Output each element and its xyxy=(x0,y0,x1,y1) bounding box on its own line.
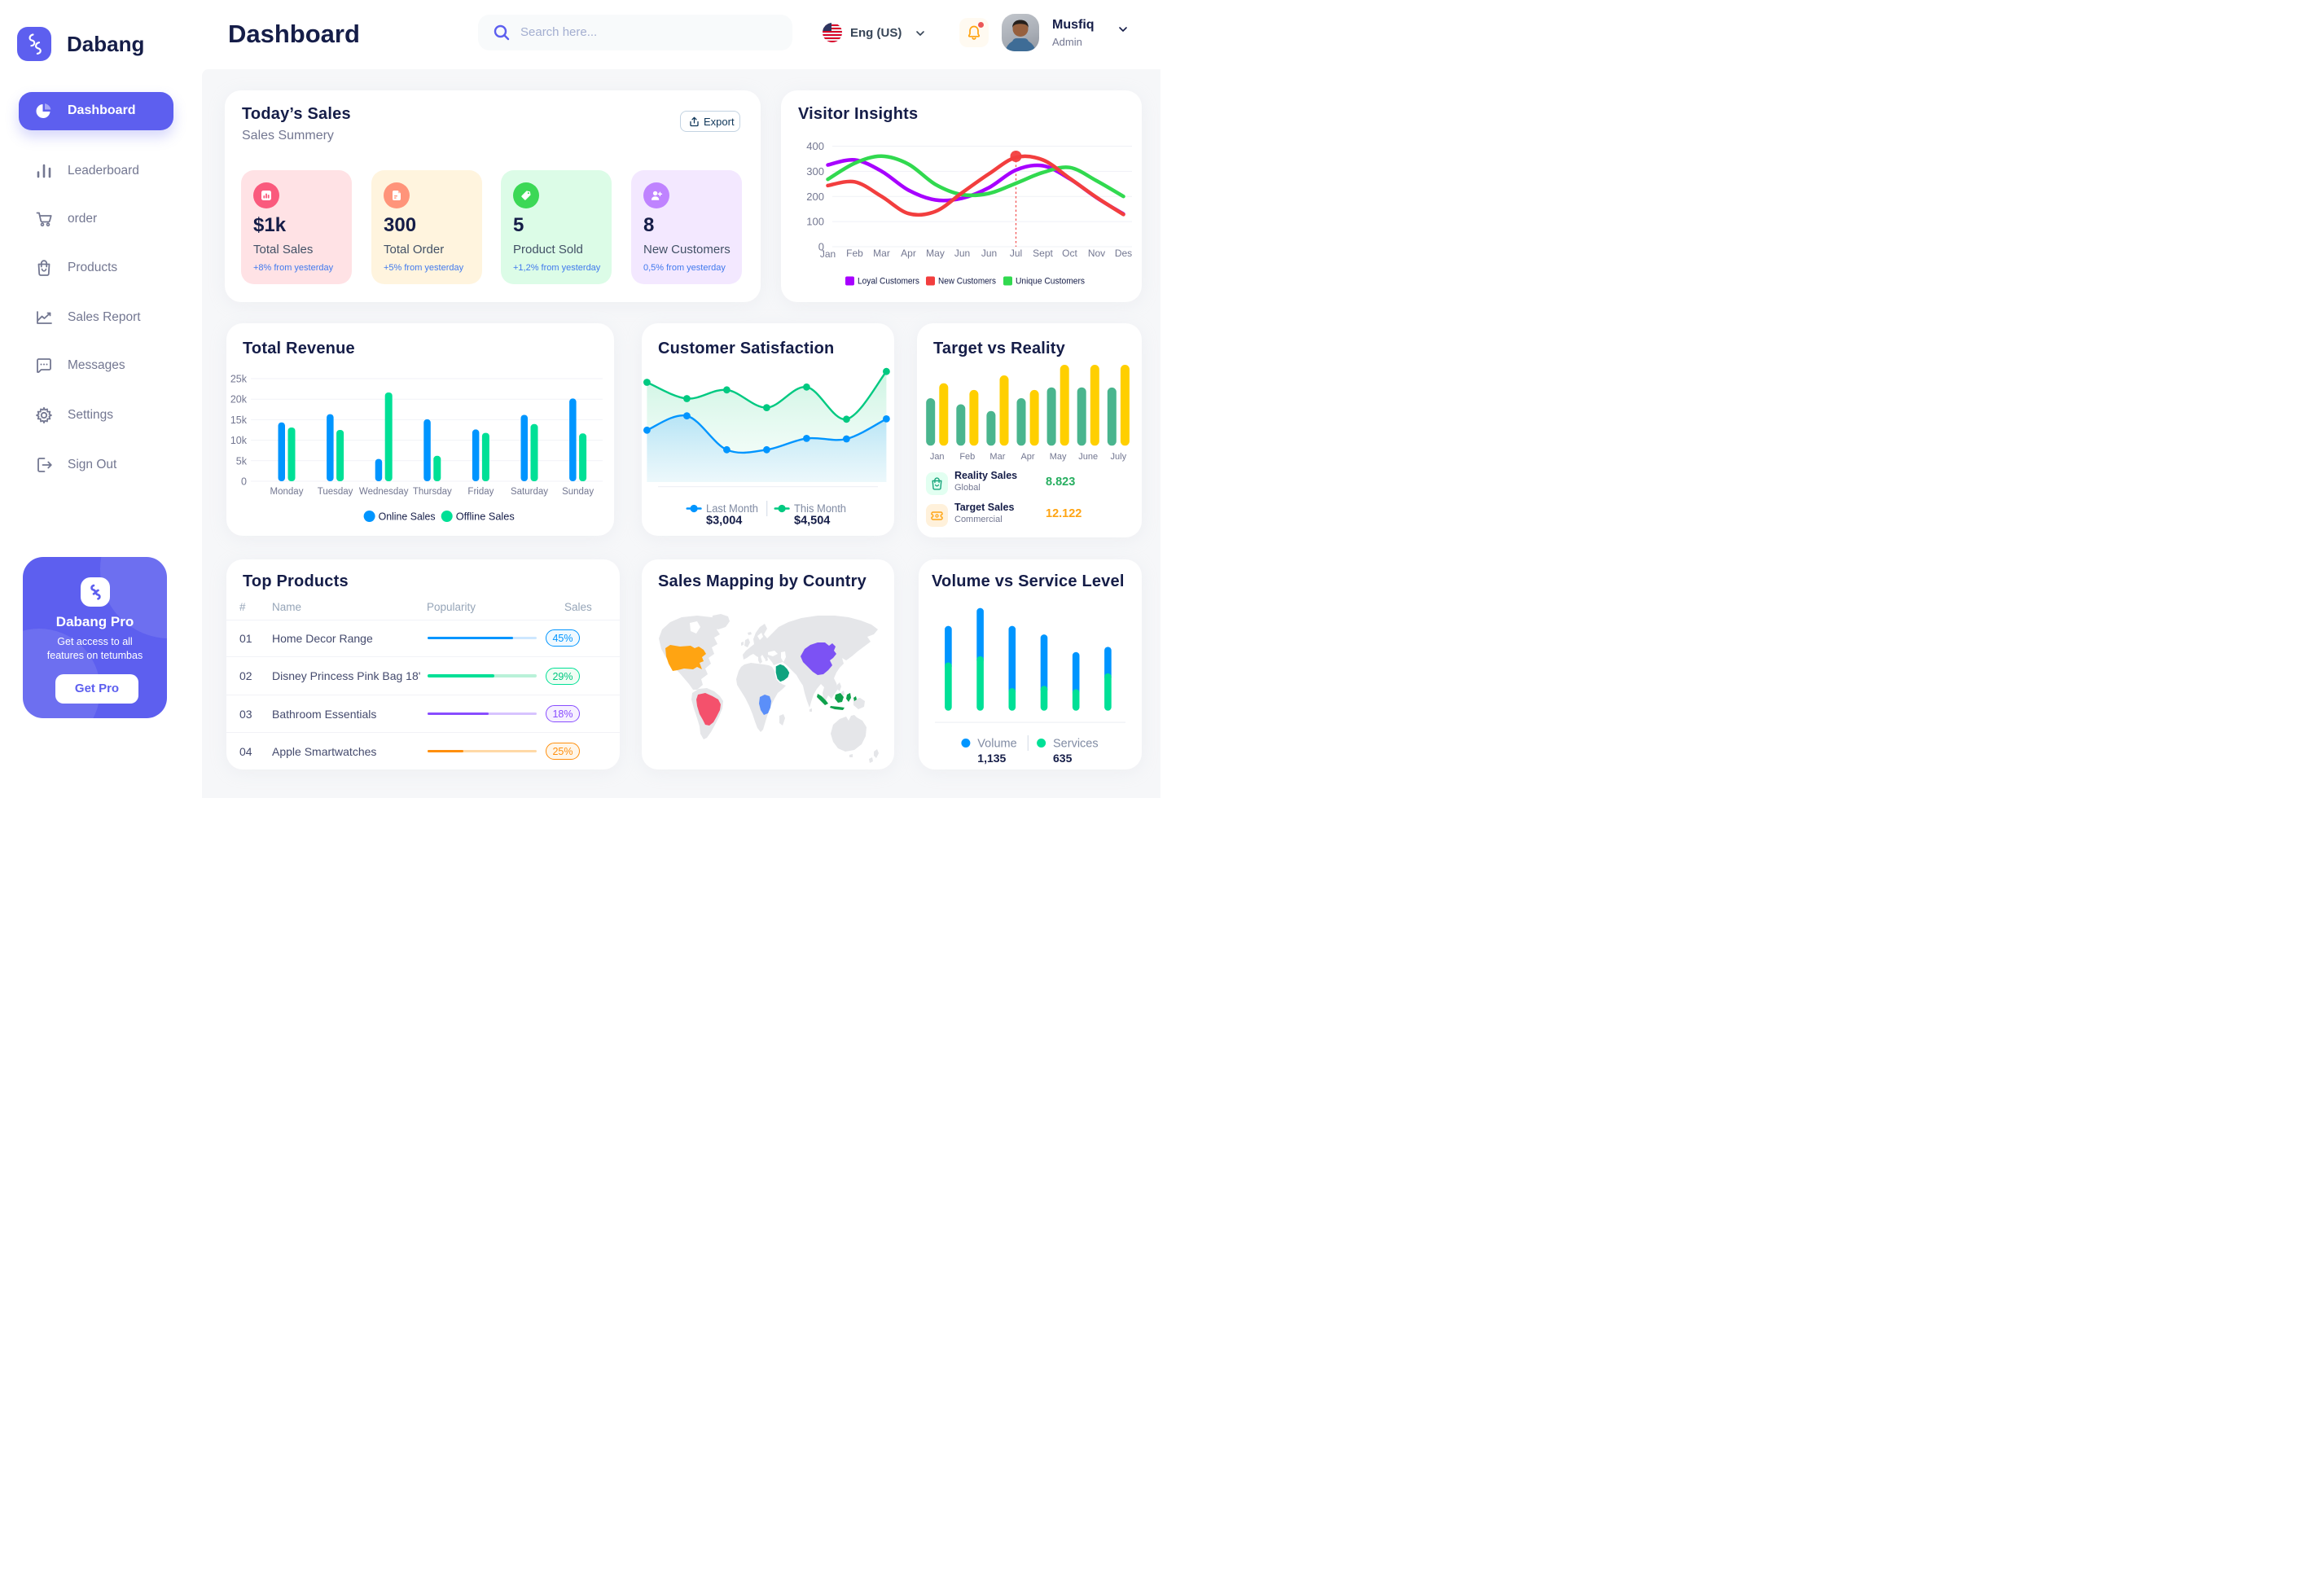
svg-text:Jan: Jan xyxy=(820,248,836,260)
svg-text:Tuesday: Tuesday xyxy=(318,487,353,497)
svg-text:Apr: Apr xyxy=(1020,452,1034,462)
svg-text:20k: 20k xyxy=(230,394,248,406)
svg-text:Volume: Volume xyxy=(977,738,1016,751)
svg-text:300: 300 xyxy=(806,165,824,178)
svg-text:Loyal Customers: Loyal Customers xyxy=(858,277,919,287)
svg-text:June: June xyxy=(1078,452,1098,462)
svg-text:Jun: Jun xyxy=(981,248,997,259)
svg-text:Offline Sales: Offline Sales xyxy=(456,511,515,523)
svg-text:New Customers: New Customers xyxy=(938,277,996,287)
svg-text:635: 635 xyxy=(1053,752,1073,765)
svg-text:Saturday: Saturday xyxy=(511,487,548,497)
svg-text:25k: 25k xyxy=(230,374,248,385)
svg-text:100: 100 xyxy=(806,216,824,228)
svg-text:200: 200 xyxy=(806,191,824,203)
svg-text:Mar: Mar xyxy=(989,452,1005,462)
svg-text:Unique Customers: Unique Customers xyxy=(1016,277,1085,287)
svg-text:Nov: Nov xyxy=(1088,248,1105,259)
svg-text:0: 0 xyxy=(241,476,247,488)
svg-text:15k: 15k xyxy=(230,414,248,426)
svg-text:Last Month: Last Month xyxy=(706,502,758,515)
svg-text:Wednesday: Wednesday xyxy=(359,487,409,497)
svg-text:Feb: Feb xyxy=(846,248,863,259)
svg-text:July: July xyxy=(1111,452,1127,462)
svg-text:5k: 5k xyxy=(236,455,248,467)
svg-text:Jul: Jul xyxy=(1010,248,1022,259)
svg-text:Online Sales: Online Sales xyxy=(379,511,436,523)
svg-text:Sept: Sept xyxy=(1033,248,1053,259)
svg-text:$4,504: $4,504 xyxy=(794,515,830,528)
svg-text:May: May xyxy=(1050,452,1067,462)
svg-text:1,135: 1,135 xyxy=(977,752,1006,765)
svg-text:This Month: This Month xyxy=(794,502,846,515)
svg-text:Monday: Monday xyxy=(270,487,304,497)
svg-text:Des: Des xyxy=(1115,248,1132,259)
svg-text:May: May xyxy=(926,248,945,259)
svg-text:Jun: Jun xyxy=(954,248,970,259)
svg-text:0: 0 xyxy=(818,241,824,253)
svg-text:Thursday: Thursday xyxy=(413,487,452,497)
svg-text:Friday: Friday xyxy=(467,487,494,497)
svg-text:Mar: Mar xyxy=(873,248,890,259)
svg-text:Apr: Apr xyxy=(901,248,916,259)
svg-text:10k: 10k xyxy=(230,435,248,446)
svg-text:Services: Services xyxy=(1053,738,1099,751)
svg-text:Jan: Jan xyxy=(930,452,945,462)
svg-text:400: 400 xyxy=(806,140,824,152)
svg-text:$3,004: $3,004 xyxy=(706,515,742,528)
svg-text:Sunday: Sunday xyxy=(562,487,594,497)
svg-text:Feb: Feb xyxy=(959,452,975,462)
svg-text:Oct: Oct xyxy=(1062,248,1077,259)
